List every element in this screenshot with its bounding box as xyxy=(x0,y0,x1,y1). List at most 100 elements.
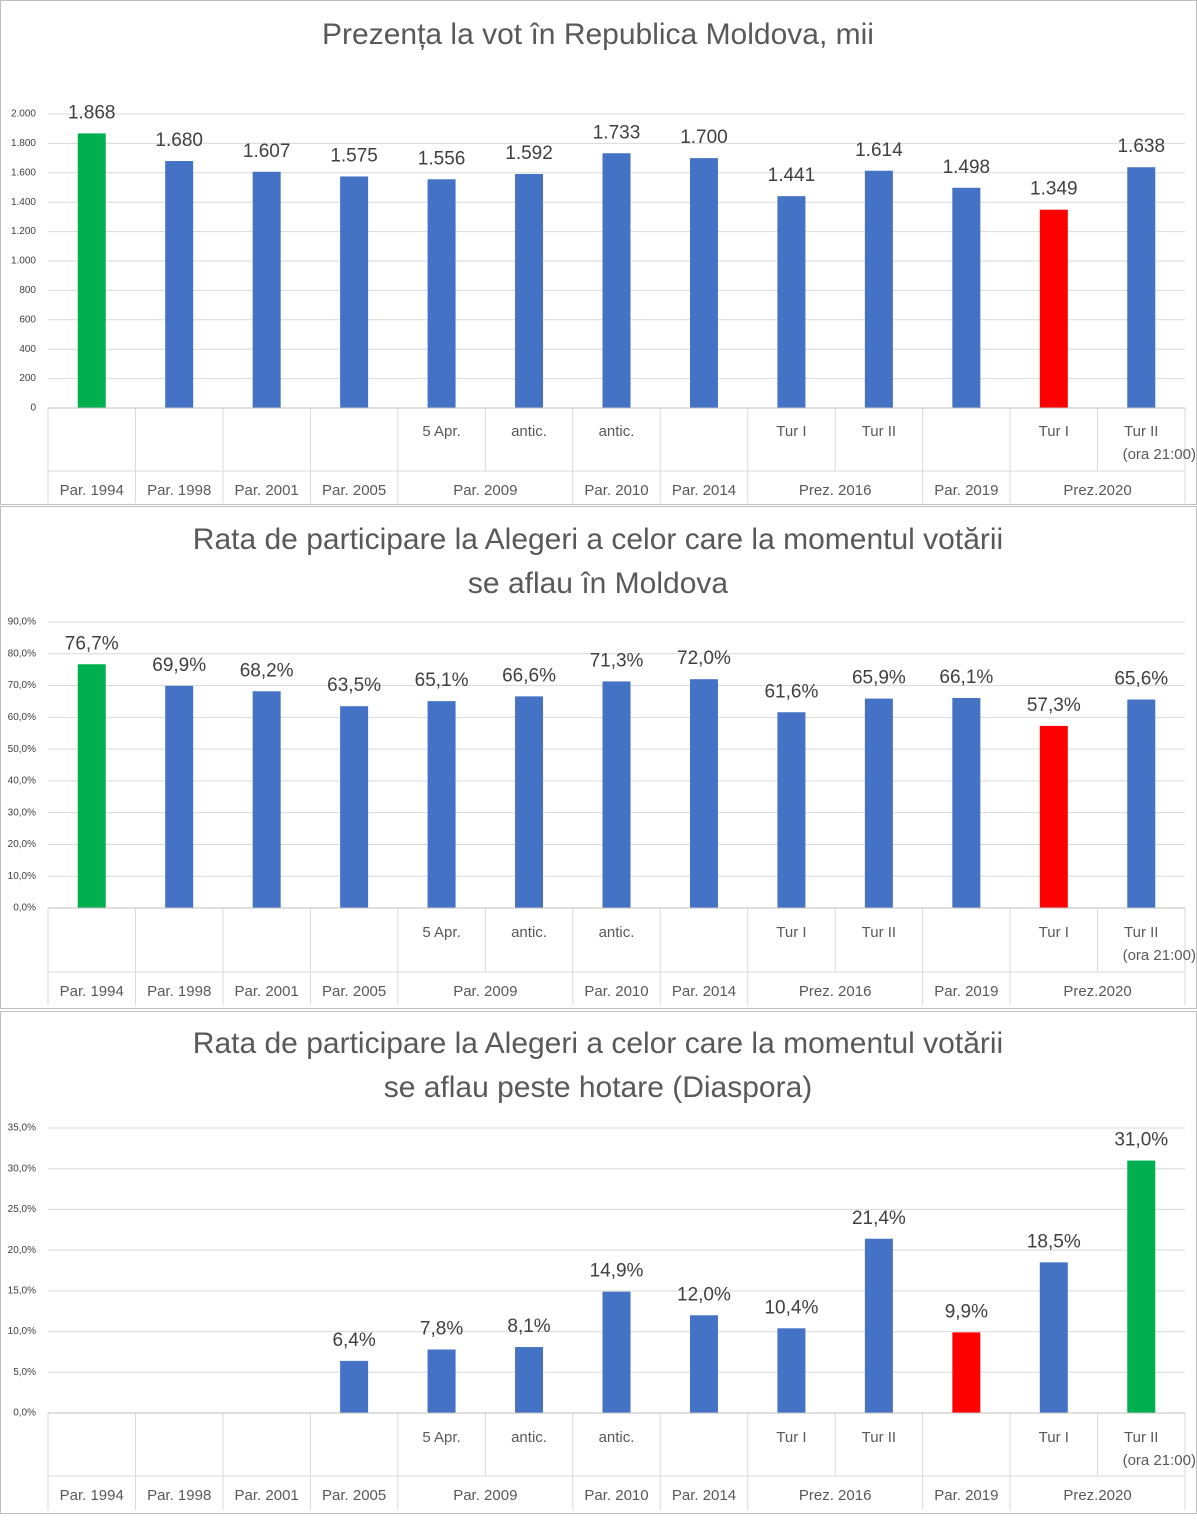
bar xyxy=(340,706,369,908)
x-tick-label: Tur I xyxy=(1039,423,1069,440)
value-label: 71,3% xyxy=(590,650,644,671)
x-tick-label: Tur II xyxy=(862,1429,896,1446)
group-label: Par. 2005 xyxy=(322,983,386,1000)
value-label: 1.733 xyxy=(593,122,641,143)
bar xyxy=(515,1347,544,1413)
group-label: Par. 2001 xyxy=(235,482,299,499)
x-tick-label: Tur II (ora 21:00) xyxy=(1123,1429,1196,1469)
value-label: 1.638 xyxy=(1117,136,1165,157)
bar xyxy=(777,196,806,408)
bar xyxy=(952,697,981,908)
x-tick-label: antic. xyxy=(599,423,635,440)
x-tick-label: Tur I xyxy=(1039,1429,1069,1446)
group-label: Par. 2010 xyxy=(584,1487,648,1504)
bar xyxy=(427,1349,456,1413)
value-label: 68,2% xyxy=(240,660,294,681)
value-label: 9,9% xyxy=(945,1301,988,1322)
y-tick-label: 200 xyxy=(19,373,36,384)
y-tick-label: 10,0% xyxy=(8,871,36,882)
y-tick-label: 0,0% xyxy=(13,1408,36,1419)
y-tick-label: 1.200 xyxy=(11,226,36,237)
bar xyxy=(340,1360,369,1413)
value-label: 66,6% xyxy=(502,665,556,686)
y-tick-label: 40,0% xyxy=(8,776,36,787)
value-label: 1.700 xyxy=(680,127,728,148)
bar xyxy=(1127,699,1156,908)
y-tick-label: 800 xyxy=(19,285,36,296)
group-label: Par. 1998 xyxy=(147,1487,211,1504)
x-tick-label: Tur II xyxy=(862,423,896,440)
group-label: Par. 2019 xyxy=(934,983,998,1000)
x-tick-label: 5 Apr. xyxy=(422,423,460,440)
value-label: 1.441 xyxy=(768,165,816,186)
group-label: Par. 2001 xyxy=(235,1487,299,1504)
value-label: 65,1% xyxy=(415,670,469,691)
value-label: 57,3% xyxy=(1027,695,1081,716)
value-label: 7,8% xyxy=(420,1319,463,1340)
bar xyxy=(1127,1160,1156,1413)
group-label: Par. 2010 xyxy=(584,983,648,1000)
chart-title: Prezența la vot în Republica Moldova, mi… xyxy=(322,18,874,51)
group-label: Par. 1994 xyxy=(60,983,124,1000)
x-tick-label: Tur I xyxy=(776,1429,806,1446)
group-label: Par. 2005 xyxy=(322,1487,386,1504)
x-tick-label: Tur II (ora 21:00) xyxy=(1123,924,1196,964)
bar xyxy=(777,1328,806,1413)
y-tick-label: 20,0% xyxy=(8,839,36,850)
value-label: 65,6% xyxy=(1114,669,1168,690)
value-label: 6,4% xyxy=(332,1330,375,1351)
x-tick-label: 5 Apr. xyxy=(422,1429,460,1446)
bar xyxy=(1039,209,1068,408)
bar xyxy=(1039,1262,1068,1413)
bar xyxy=(952,1332,981,1413)
y-tick-label: 0 xyxy=(30,403,36,414)
x-tick-label: Tur II xyxy=(862,924,896,941)
bar xyxy=(515,173,544,408)
value-label: 1.680 xyxy=(155,130,203,151)
x-tick-label: antic. xyxy=(511,924,547,941)
bar xyxy=(689,1315,718,1413)
group-label: Par. 1998 xyxy=(147,983,211,1000)
chart-title: Rata de participare la Alegeri a celor c… xyxy=(193,1027,1003,1060)
group-label: Prez. 2016 xyxy=(799,1487,872,1504)
chart-title: se aflau în Moldova xyxy=(468,567,728,600)
y-tick-label: 20,0% xyxy=(8,1245,36,1256)
bar xyxy=(427,179,456,408)
bar xyxy=(602,1291,631,1413)
bar xyxy=(864,1238,893,1413)
group-label: Prez.2020 xyxy=(1063,482,1131,499)
value-label: 76,7% xyxy=(65,633,119,654)
bar xyxy=(77,133,106,409)
value-label: 1.349 xyxy=(1030,179,1078,200)
value-label: 61,6% xyxy=(764,681,818,702)
bar xyxy=(689,158,718,408)
bar xyxy=(165,161,194,408)
bar xyxy=(689,679,718,908)
y-tick-label: 0,0% xyxy=(13,903,36,914)
y-tick-label: 35,0% xyxy=(8,1123,36,1134)
x-tick-label: Tur II (ora 21:00) xyxy=(1123,423,1196,463)
x-tick-label: antic. xyxy=(511,423,547,440)
x-tick-label: antic. xyxy=(599,1429,635,1446)
x-tick-label: Tur I xyxy=(776,423,806,440)
group-label: Par. 2014 xyxy=(672,1487,736,1504)
bar xyxy=(427,701,456,908)
y-tick-label: 600 xyxy=(19,314,36,325)
bar xyxy=(340,176,369,408)
bar xyxy=(952,187,981,408)
x-tick-label: Tur I xyxy=(776,924,806,941)
y-tick-label: 80,0% xyxy=(8,648,36,659)
bar xyxy=(252,691,281,908)
value-label: 14,9% xyxy=(590,1261,644,1282)
value-label: 1.556 xyxy=(418,148,466,169)
value-label: 63,5% xyxy=(327,675,381,696)
group-label: Par. 1994 xyxy=(60,482,124,499)
value-label: 1.614 xyxy=(855,140,903,161)
y-tick-label: 10,0% xyxy=(8,1326,36,1337)
y-tick-label: 90,0% xyxy=(8,617,36,628)
group-label: Par. 2009 xyxy=(453,983,517,1000)
bar xyxy=(1039,725,1068,908)
chart-title: Rata de participare la Alegeri a celor c… xyxy=(193,523,1003,556)
